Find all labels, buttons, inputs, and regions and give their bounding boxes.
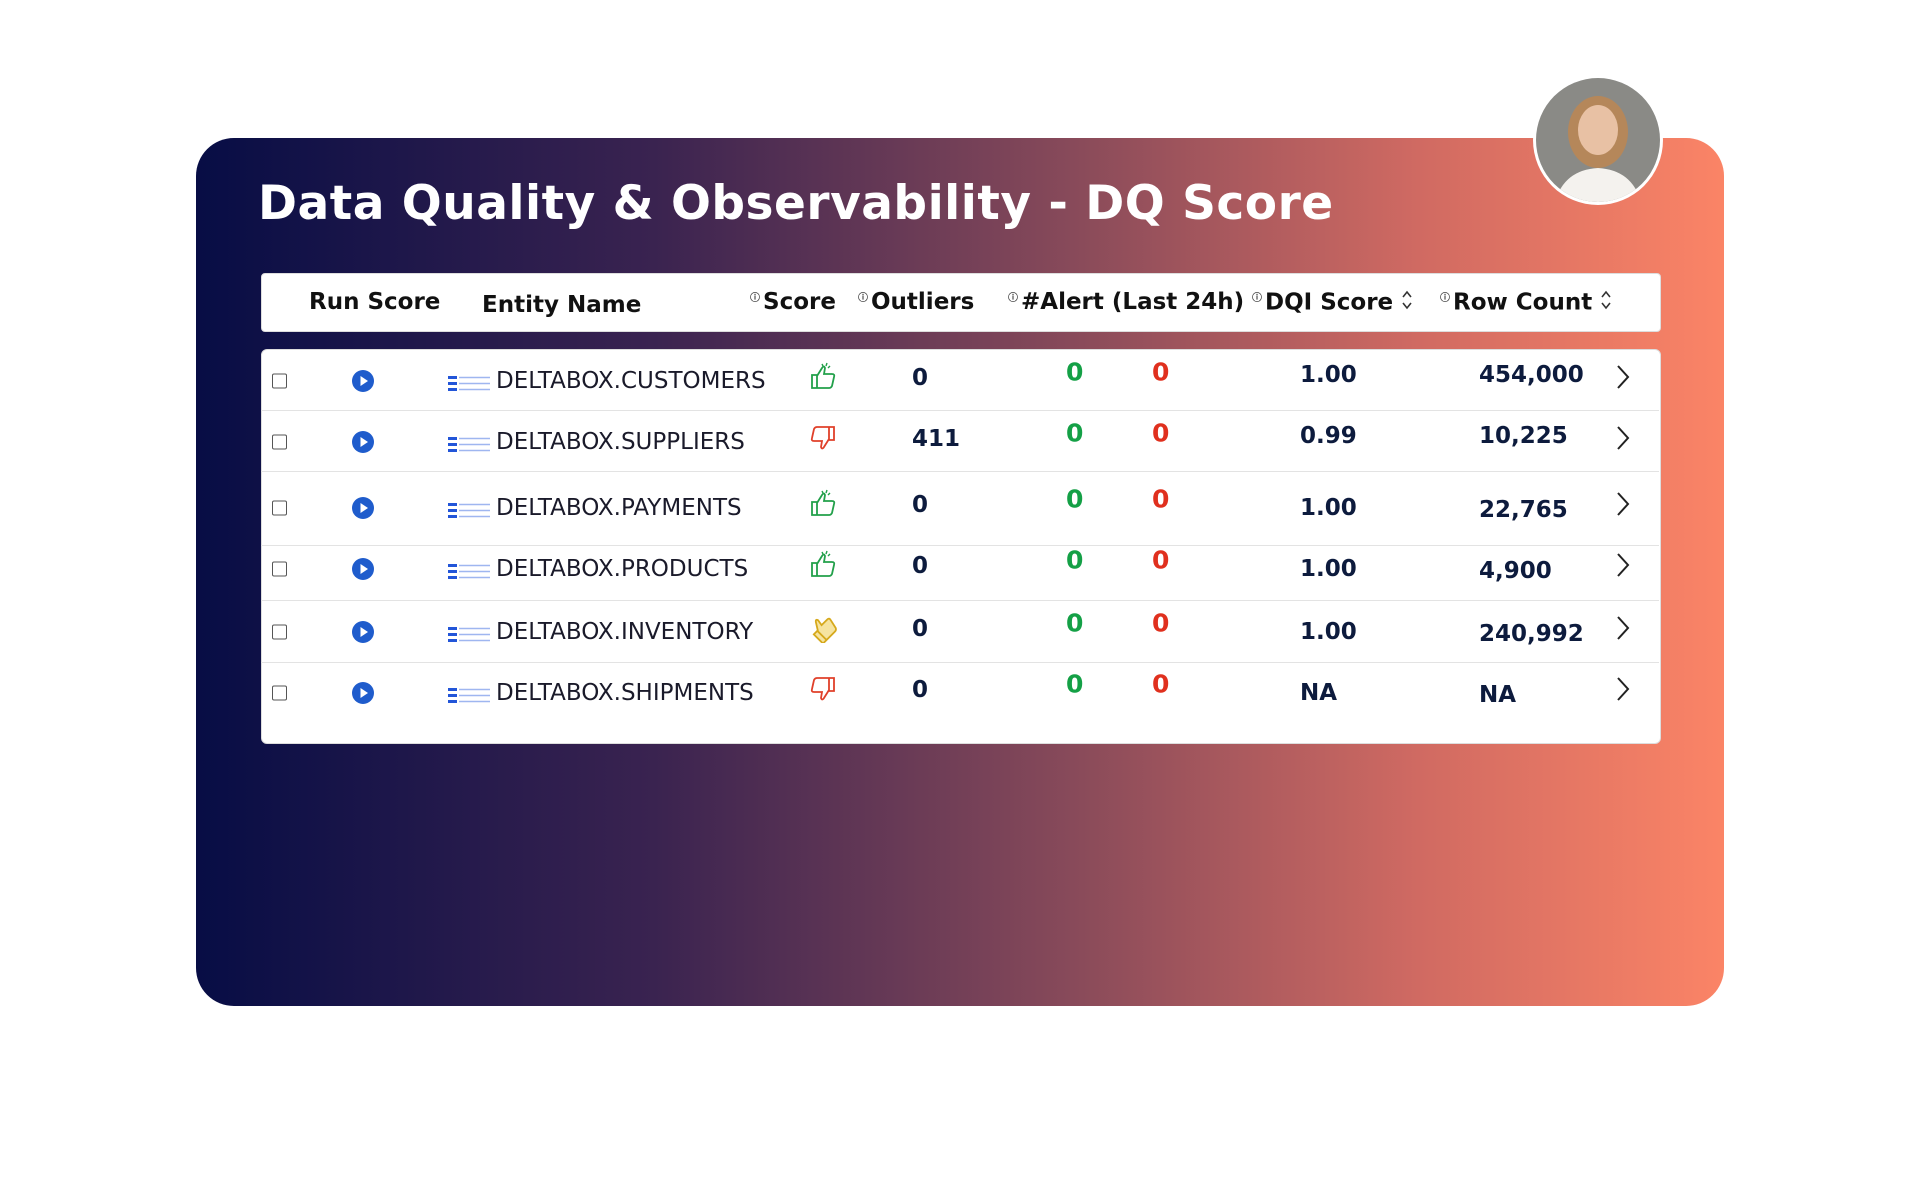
table-header — [261, 273, 1661, 332]
checkbox[interactable] — [272, 685, 287, 701]
avatar[interactable] — [1532, 74, 1664, 206]
dqi-score: 1.00 — [1300, 619, 1357, 645]
column-header: Entity Name — [482, 292, 641, 318]
checkbox[interactable] — [272, 561, 287, 577]
outliers: 0 — [912, 616, 929, 642]
column-label: #Alert (Last 24h) — [1021, 289, 1245, 315]
column-label: Score — [763, 289, 836, 315]
row-divider — [261, 410, 1659, 411]
score-icon — [808, 550, 838, 580]
table-icon — [448, 684, 490, 703]
column-header: Run Score — [309, 289, 440, 315]
alert-ok: 0 — [1066, 484, 1084, 514]
table-icon — [448, 623, 490, 642]
entity-name[interactable]: DELTABOX.SUPPLIERS — [496, 429, 745, 455]
outliers: 0 — [912, 492, 929, 518]
column-header: ⓘ Outliers — [858, 289, 974, 315]
sort-icon[interactable] — [1401, 289, 1413, 317]
dqi-score: 1.00 — [1300, 495, 1357, 521]
alert-ok: 0 — [1066, 608, 1084, 638]
dqi-score: NA — [1300, 680, 1338, 706]
row-divider — [261, 545, 1659, 546]
entity-name[interactable]: DELTABOX.PRODUCTS — [496, 556, 749, 582]
score-icon — [808, 362, 838, 392]
info-icon[interactable]: ⓘ — [1008, 293, 1018, 304]
run-button[interactable] — [351, 496, 375, 520]
alert-bad: 0 — [1152, 418, 1170, 448]
column-header: ⓘ #Alert (Last 24h) — [1008, 289, 1244, 315]
title: Data Quality & Observability - DQ Score — [258, 176, 1334, 231]
run-button[interactable] — [351, 620, 375, 644]
row-count: 4,900 — [1479, 558, 1552, 584]
dqi-score: 1.00 — [1300, 362, 1357, 388]
alert-ok: 0 — [1066, 545, 1084, 575]
row-chevron[interactable] — [1614, 424, 1632, 452]
score-icon — [808, 674, 838, 704]
alert-ok: 0 — [1066, 357, 1084, 387]
column-header: ⓘ Score — [750, 289, 836, 315]
checkbox[interactable] — [272, 500, 287, 516]
entity-name[interactable]: DELTABOX.INVENTORY — [496, 619, 754, 645]
entity-name[interactable]: DELTABOX.CUSTOMERS — [496, 368, 766, 394]
entity-name[interactable]: DELTABOX.PAYMENTS — [496, 495, 742, 521]
score-icon — [808, 613, 838, 645]
checkbox[interactable] — [272, 624, 287, 640]
row-count: 240,992 — [1479, 621, 1584, 647]
outliers: 411 — [912, 426, 961, 452]
row-chevron[interactable] — [1614, 363, 1632, 391]
dqi-score: 0.99 — [1300, 423, 1357, 449]
row-chevron[interactable] — [1614, 490, 1632, 518]
row-count: 22,765 — [1479, 497, 1568, 523]
score-icon — [808, 489, 838, 519]
run-button[interactable] — [351, 430, 375, 454]
table-icon — [448, 433, 490, 452]
entity-name[interactable]: DELTABOX.SHIPMENTS — [496, 680, 754, 706]
table-icon — [448, 372, 490, 391]
row-divider — [261, 662, 1659, 663]
run-button[interactable] — [351, 369, 375, 393]
alert-bad: 0 — [1152, 669, 1170, 699]
info-icon[interactable]: ⓘ — [858, 293, 868, 304]
outliers: 0 — [912, 553, 929, 579]
alert-bad: 0 — [1152, 608, 1170, 638]
table-icon — [448, 499, 490, 518]
column-label: DQI Score — [1265, 289, 1394, 316]
row-chevron[interactable] — [1614, 551, 1632, 579]
row-count: NA — [1479, 682, 1517, 708]
checkbox[interactable] — [272, 434, 287, 450]
row-chevron[interactable] — [1614, 614, 1632, 642]
column-label: Entity Name — [482, 292, 642, 318]
alert-bad: 0 — [1152, 484, 1170, 514]
info-icon[interactable]: ⓘ — [1252, 293, 1262, 304]
row-count: 10,225 — [1479, 423, 1568, 449]
score-icon — [808, 423, 838, 453]
run-button[interactable] — [351, 557, 375, 581]
alert-ok: 0 — [1066, 418, 1084, 448]
column-header[interactable]: ⓘ Row Count — [1440, 289, 1612, 317]
row-divider — [261, 471, 1659, 472]
row-chevron[interactable] — [1614, 675, 1632, 703]
outliers: 0 — [912, 365, 929, 391]
column-header[interactable]: ⓘ DQI Score — [1252, 289, 1413, 317]
row-divider — [261, 600, 1659, 601]
alert-bad: 0 — [1152, 545, 1170, 575]
sort-icon[interactable] — [1600, 289, 1612, 317]
dqi-score: 1.00 — [1300, 556, 1357, 582]
table-icon — [448, 560, 490, 579]
outliers: 0 — [912, 677, 929, 703]
table-body — [261, 349, 1661, 744]
alert-bad: 0 — [1152, 357, 1170, 387]
column-label: Row Count — [1453, 289, 1593, 316]
row-count: 454,000 — [1479, 362, 1584, 388]
run-button[interactable] — [351, 681, 375, 705]
column-label: Outliers — [871, 289, 975, 315]
info-icon[interactable]: ⓘ — [1440, 293, 1450, 304]
column-label: Run Score — [309, 289, 441, 315]
checkbox[interactable] — [272, 373, 287, 389]
info-icon[interactable]: ⓘ — [750, 293, 760, 304]
alert-ok: 0 — [1066, 669, 1084, 699]
